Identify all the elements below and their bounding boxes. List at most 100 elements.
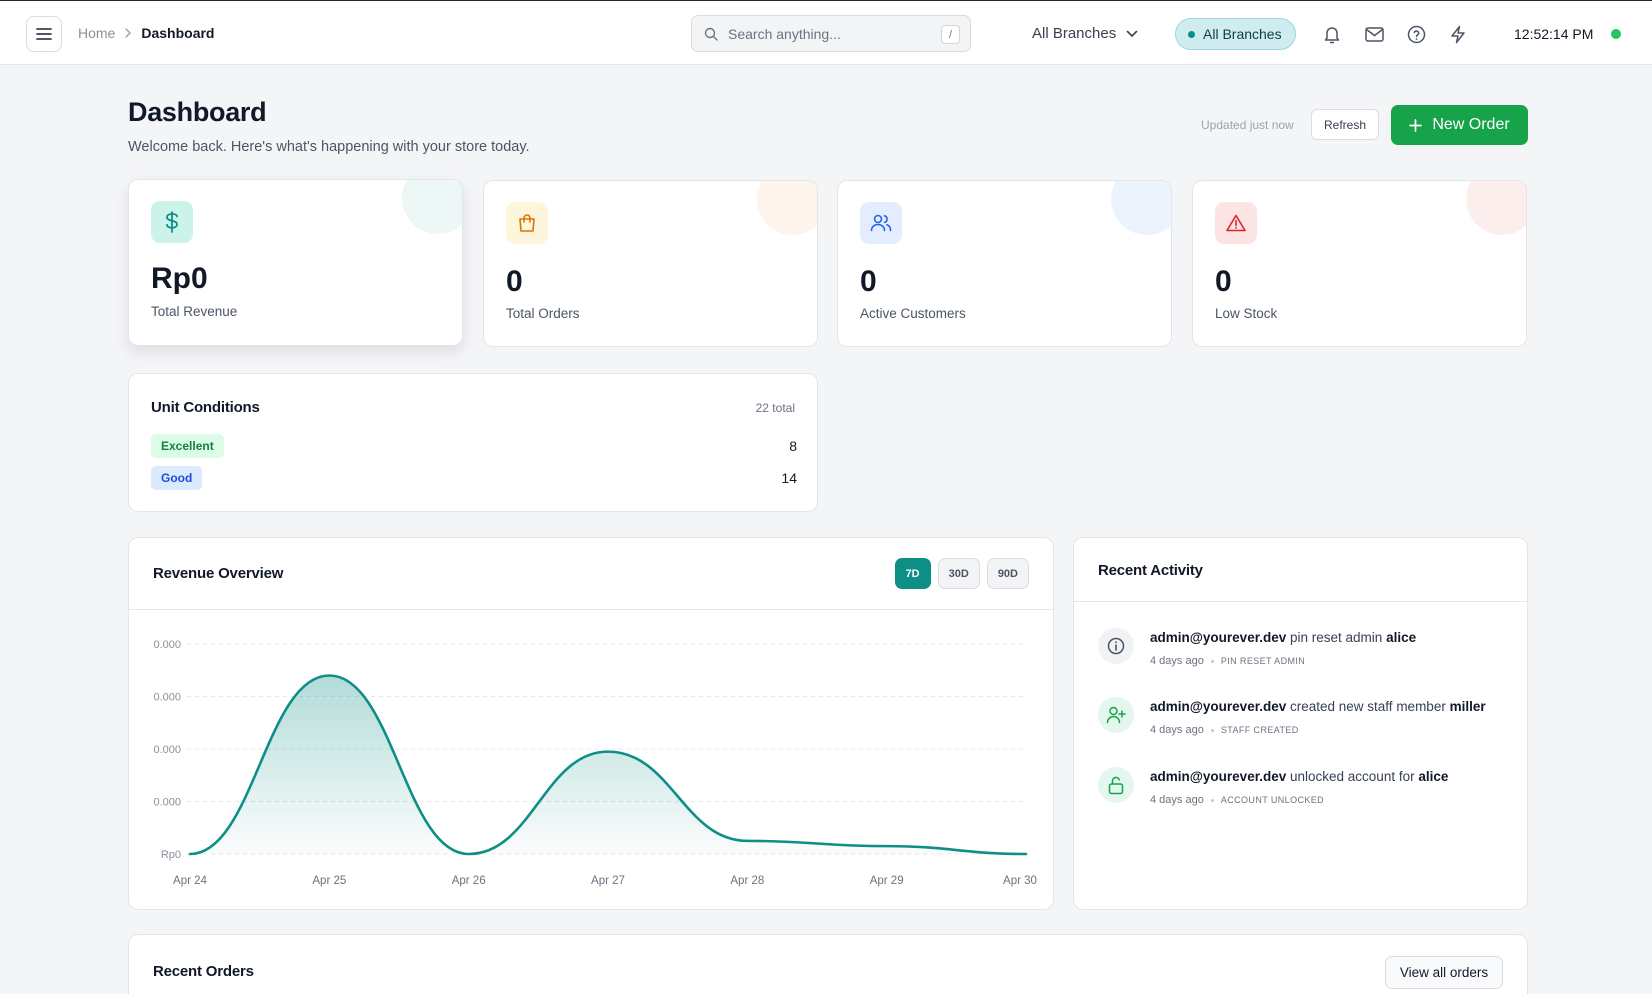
range-7d-button[interactable]: 7D (894, 558, 931, 589)
mail-icon[interactable] (1363, 23, 1385, 45)
bell-icon[interactable] (1321, 23, 1343, 45)
card-decoration (757, 181, 817, 235)
stat-card-revenue[interactable]: Rp0 Total Revenue (128, 179, 463, 346)
condition-count: 8 (789, 438, 797, 454)
clock: 12:52:14 PM (1514, 26, 1594, 42)
branch-status-pill[interactable]: All Branches (1175, 18, 1296, 50)
activity-target: alice (1386, 630, 1417, 645)
recent-orders-title: Recent Orders (153, 963, 254, 980)
condition-count: 14 (781, 470, 797, 486)
stat-label: Low Stock (1215, 306, 1278, 321)
range-90d-button[interactable]: 90D (986, 558, 1029, 589)
unit-conditions-card: Unit Conditions 22 total Excellent 8 Goo… (128, 373, 818, 512)
online-status-dot (1611, 29, 1621, 39)
activity-time: 4 days ago (1150, 794, 1204, 806)
lightning-icon[interactable] (1447, 23, 1469, 45)
chart-x-tick: Apr 28 (730, 875, 764, 887)
activity-action: created new staff member (1290, 699, 1446, 714)
card-decoration (1111, 181, 1171, 235)
range-selector: 7D 30D 90D (894, 558, 1029, 589)
user-plus-icon (1098, 697, 1134, 733)
range-30d-button[interactable]: 30D (937, 558, 980, 589)
top-bar: Home Dashboard / All Branches All Branch… (0, 0, 1652, 65)
page-title: Dashboard (128, 97, 267, 127)
activity-actor: admin@yourever.dev (1150, 630, 1287, 645)
plus-icon (1409, 118, 1423, 132)
stat-label: Total Revenue (151, 304, 238, 319)
activity-text: admin@yourever.dev created new staff mem… (1150, 699, 1486, 714)
stat-card-customers[interactable]: 0 Active Customers (837, 180, 1172, 347)
alert-triangle-icon (1215, 202, 1257, 244)
unlock-icon (1098, 767, 1134, 803)
activity-title: Recent Activity (1098, 562, 1203, 579)
branch-select-label: All Branches (1032, 25, 1117, 42)
activity-tag: PIN RESET ADMIN (1220, 656, 1306, 666)
unit-conditions-total: 22 total (755, 401, 795, 415)
condition-badge-excellent: Excellent (151, 434, 224, 458)
chart-point[interactable] (1023, 851, 1029, 857)
activity-action: unlocked account for (1290, 769, 1415, 784)
activity-meta: 4 days ago PIN RESET ADMIN (1150, 655, 1305, 667)
search-input[interactable] (728, 25, 928, 42)
menu-icon (36, 28, 52, 40)
card-decoration (402, 180, 462, 234)
breadcrumb: Home Dashboard (78, 25, 214, 41)
chart-y-tick: 0.000 (153, 692, 181, 704)
chart-point[interactable] (326, 673, 332, 679)
chart-x-tick: Apr 30 (1003, 875, 1037, 887)
activity-actor: admin@yourever.dev (1150, 699, 1287, 714)
stat-value: Rp0 (151, 262, 208, 295)
chart-point[interactable] (466, 851, 472, 857)
chart-x-tick: Apr 24 (173, 875, 207, 887)
activity-target: miller (1449, 699, 1486, 714)
menu-button[interactable] (26, 16, 62, 52)
chart-x-tick: Apr 25 (312, 875, 346, 887)
branch-select[interactable]: All Branches (1032, 25, 1138, 42)
new-order-label: New Order (1432, 116, 1510, 133)
search-box[interactable]: / (691, 15, 971, 52)
users-icon (860, 202, 902, 244)
card-decoration (1466, 181, 1526, 235)
chart-x-tick: Apr 27 (591, 875, 625, 887)
chart-point[interactable] (884, 843, 890, 849)
chevron-down-icon (1126, 30, 1138, 37)
chevron-right-icon (124, 28, 132, 38)
breadcrumb-current: Dashboard (141, 25, 215, 41)
shopping-bag-icon (506, 202, 548, 244)
unit-conditions-title: Unit Conditions (151, 399, 260, 416)
revenue-header: Revenue Overview 7D 30D 90D (129, 538, 1053, 610)
chart-point[interactable] (605, 749, 611, 755)
revenue-line (188, 674, 1028, 856)
activity-text: admin@yourever.dev pin reset admin alice (1150, 630, 1416, 645)
chart-y-tick: 0.000 (153, 797, 181, 809)
chart-y-tick: 0.000 (153, 744, 181, 756)
breadcrumb-home[interactable]: Home (78, 25, 116, 41)
activity-text: admin@yourever.dev unlocked account for … (1150, 769, 1448, 784)
stat-card-orders[interactable]: 0 Total Orders (483, 180, 818, 347)
activity-meta: 4 days ago ACCOUNT UNLOCKED (1150, 794, 1324, 806)
stat-value: 0 (860, 265, 877, 298)
help-icon[interactable] (1405, 23, 1427, 45)
branch-pill-label: All Branches (1203, 26, 1282, 42)
updated-status: Updated just now (1201, 118, 1294, 132)
chart-point[interactable] (744, 838, 750, 844)
revenue-overview-card: Revenue Overview 7D 30D 90D Rp0 0.000 0.00… (128, 537, 1054, 910)
view-all-orders-button[interactable]: View all orders (1385, 956, 1503, 989)
chart-point[interactable] (187, 851, 193, 857)
refresh-button[interactable]: Refresh (1311, 109, 1379, 140)
revenue-chart: Rp0 0.000 0.000 0.000 0.000 Apr 24 Apr 25 Apr 2… (153, 639, 1037, 887)
dollar-icon (151, 201, 193, 243)
info-icon (1098, 628, 1134, 664)
condition-row: Good 14 (151, 466, 797, 490)
stat-card-low-stock[interactable]: 0 Low Stock (1192, 180, 1527, 347)
new-order-button[interactable]: New Order (1391, 105, 1528, 145)
condition-row: Excellent 8 (151, 434, 797, 458)
activity-actor: admin@yourever.dev (1150, 769, 1287, 784)
activity-header: Recent Activity (1074, 538, 1527, 602)
activity-target: alice (1418, 769, 1449, 784)
page-subtitle: Welcome back. Here's what's happening wi… (128, 139, 530, 155)
activity-tag: STAFF CREATED (1220, 725, 1299, 735)
stat-label: Total Orders (506, 306, 580, 321)
chart-y-tick: Rp0 (161, 849, 181, 861)
chart-x-tick: Apr 29 (870, 875, 904, 887)
